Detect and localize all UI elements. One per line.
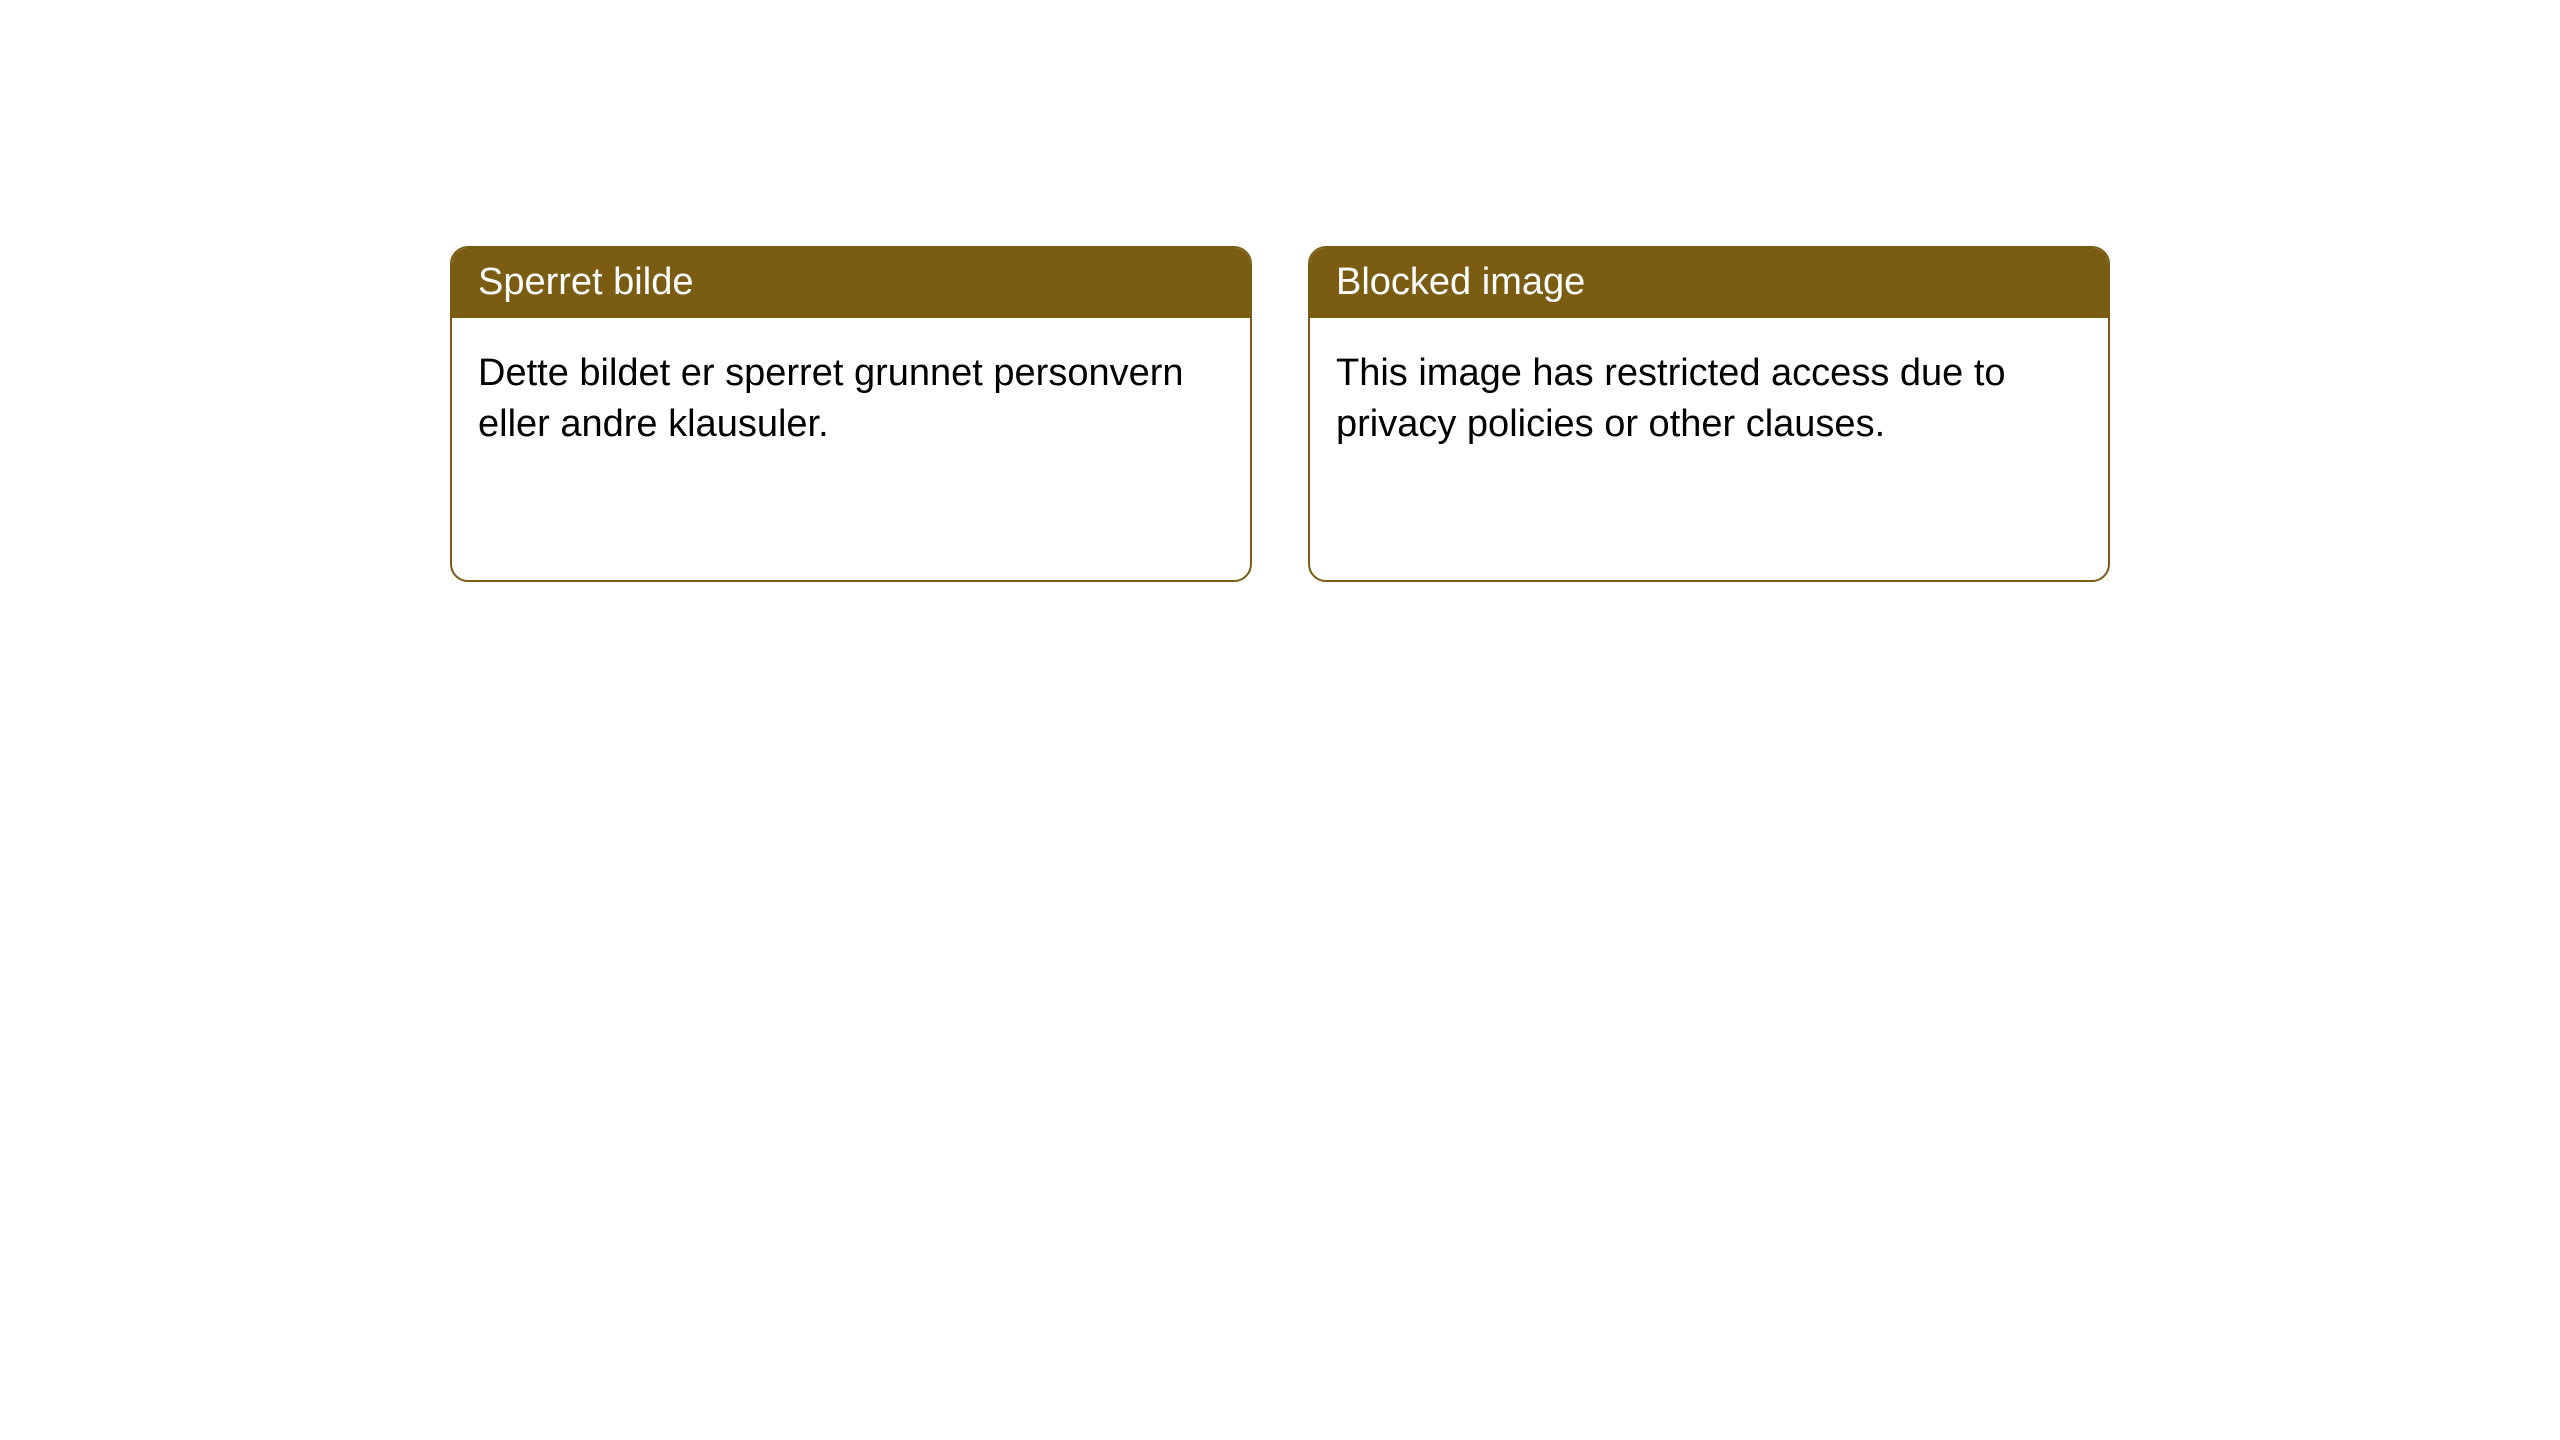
- notice-body-english: This image has restricted access due to …: [1310, 318, 2108, 481]
- notice-card-norwegian: Sperret bilde Dette bildet er sperret gr…: [450, 246, 1252, 582]
- notice-card-english: Blocked image This image has restricted …: [1308, 246, 2110, 582]
- notice-container: Sperret bilde Dette bildet er sperret gr…: [450, 246, 2110, 582]
- notice-header-english: Blocked image: [1310, 248, 2108, 318]
- notice-body-norwegian: Dette bildet er sperret grunnet personve…: [452, 318, 1250, 481]
- notice-header-norwegian: Sperret bilde: [452, 248, 1250, 318]
